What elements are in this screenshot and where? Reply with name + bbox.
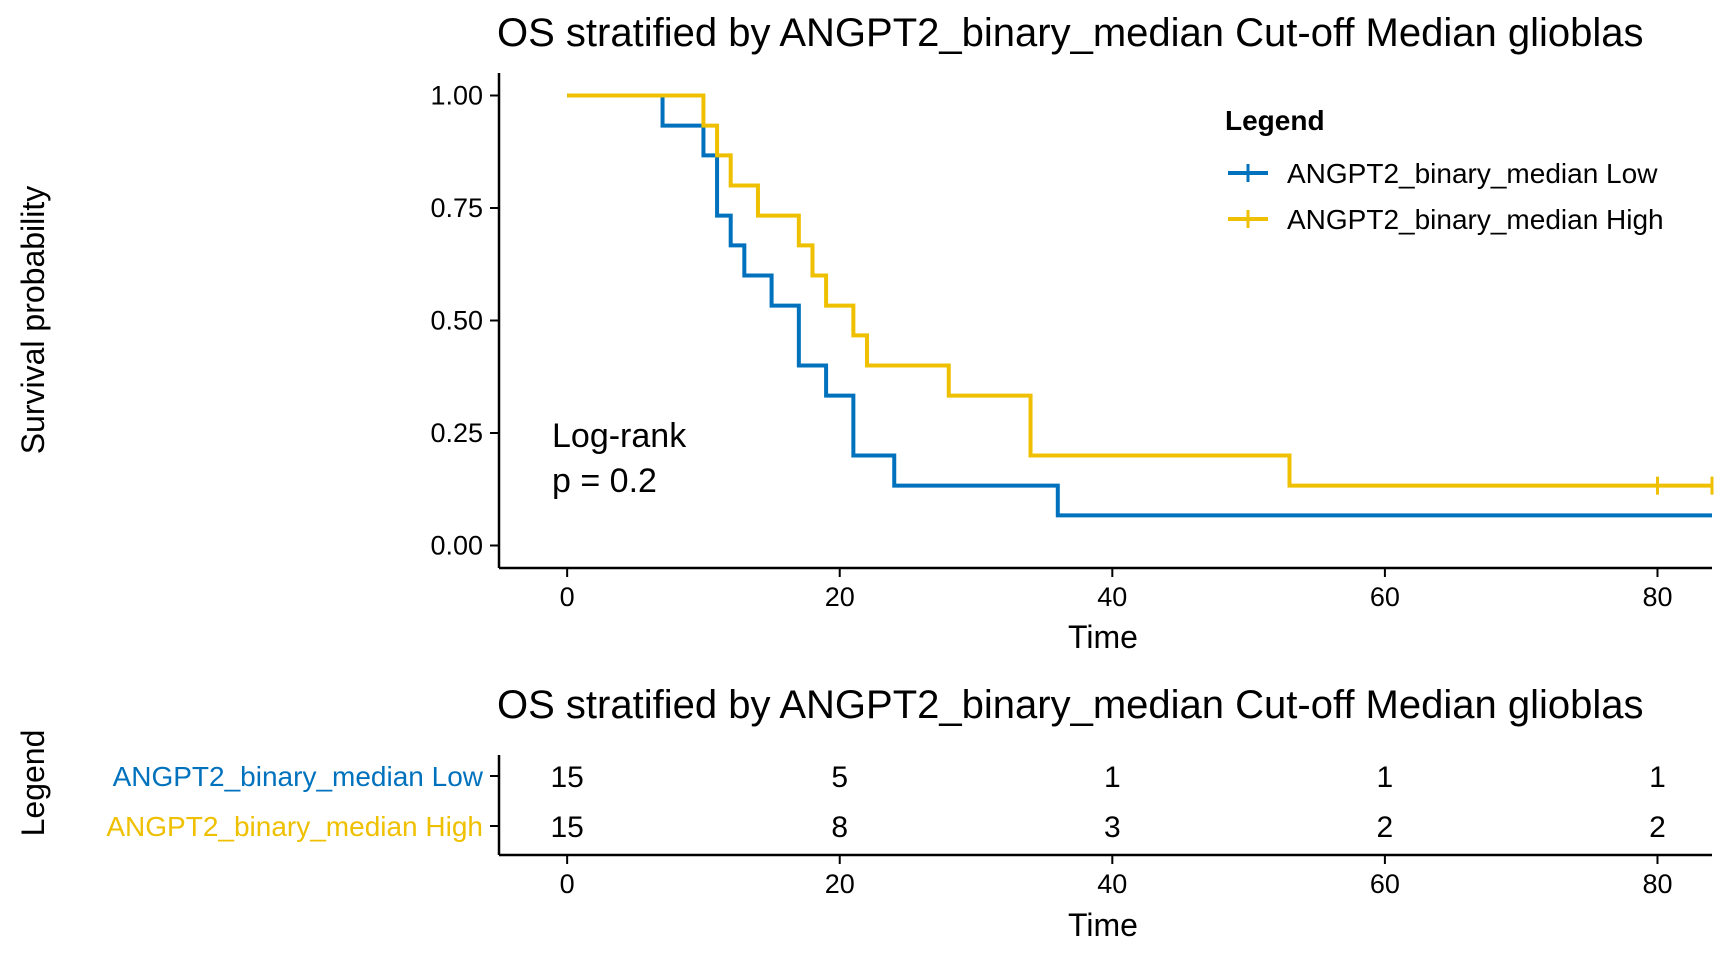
risk-cell: 15 [550, 761, 583, 794]
km-curve-high [567, 93, 1712, 488]
km-x-axis-title: Time [1068, 619, 1138, 655]
risk-cell: 1 [1104, 761, 1121, 794]
risk-x-tick-label: 40 [1097, 869, 1127, 899]
km-y-tick-label: 0.75 [430, 193, 483, 223]
km-curve-low [567, 93, 1712, 518]
risk-cell: 3 [1104, 811, 1121, 844]
risk-x-tick-label: 60 [1370, 869, 1400, 899]
risk-x-tick-label: 20 [825, 869, 855, 899]
risk-cell: 1 [1649, 761, 1666, 794]
km-x-tick-label: 80 [1642, 582, 1672, 612]
risk-table-tick-labels: 0 20 40 60 80 [560, 855, 1673, 899]
risk-table-row-labels: ANGPT2_binary_median Low ANGPT2_binary_me… [106, 761, 483, 842]
risk-x-axis-title: Time [1068, 907, 1138, 943]
legend-entry-label: ANGPT2_binary_median High [1287, 204, 1664, 235]
risk-cell: 1 [1377, 761, 1394, 794]
risk-row-label: ANGPT2_binary_median Low [113, 761, 484, 792]
km-legend: Legend ANGPT2_binary_median LowANGPT2_bi… [1225, 105, 1664, 235]
km-x-tick-label: 40 [1097, 582, 1127, 612]
logrank-pvalue: p = 0.2 [552, 462, 657, 500]
km-y-tick-label: 0.50 [430, 306, 483, 336]
km-y-axis-title: Survival probability [15, 186, 51, 455]
logrank-label: Log-rank [552, 417, 687, 455]
risk-cell: 8 [831, 811, 848, 844]
risk-table-panel: OS stratified by ANGPT2_binary_median Cu… [15, 683, 1712, 943]
legend-title: Legend [1225, 105, 1325, 136]
risk-table-title: OS stratified by ANGPT2_binary_median Cu… [497, 683, 1644, 727]
risk-cell: 2 [1649, 811, 1666, 844]
legend-entry-label: ANGPT2_binary_median Low [1287, 158, 1658, 189]
risk-cell: 2 [1377, 811, 1394, 844]
km-tick-labels: 0.00 0.25 0.50 0.75 1.00 0 20 40 60 80 [430, 81, 1672, 613]
km-axes [497, 73, 1712, 570]
km-x-tick-label: 0 [560, 582, 575, 612]
legend-entries: ANGPT2_binary_median Low ANGPT2_binary_me… [1228, 158, 1664, 235]
risk-x-tick-label: 0 [560, 869, 575, 899]
km-y-tick-label: 1.00 [430, 81, 483, 111]
km-x-tick-label: 60 [1370, 582, 1400, 612]
km-x-tick-label: 20 [825, 582, 855, 612]
risk-table-cells: 15 5 1 1 1 15 8 3 2 2 [550, 761, 1665, 844]
risk-cell: 5 [831, 761, 848, 794]
km-y-tick-label: 0.25 [430, 418, 483, 448]
risk-row-label: ANGPT2_binary_median High [106, 811, 483, 842]
risk-cell: 15 [550, 811, 583, 844]
risk-table-axes [490, 755, 1712, 857]
km-plot-panel: OS stratified by ANGPT2_binary_median Cu… [15, 11, 1714, 655]
risk-y-axis-title: Legend [15, 730, 51, 837]
km-y-tick-label: 0.00 [430, 531, 483, 561]
km-curves [567, 93, 1714, 518]
km-plot-title: OS stratified by ANGPT2_binary_median Cu… [497, 11, 1644, 55]
risk-x-tick-label: 80 [1642, 869, 1672, 899]
